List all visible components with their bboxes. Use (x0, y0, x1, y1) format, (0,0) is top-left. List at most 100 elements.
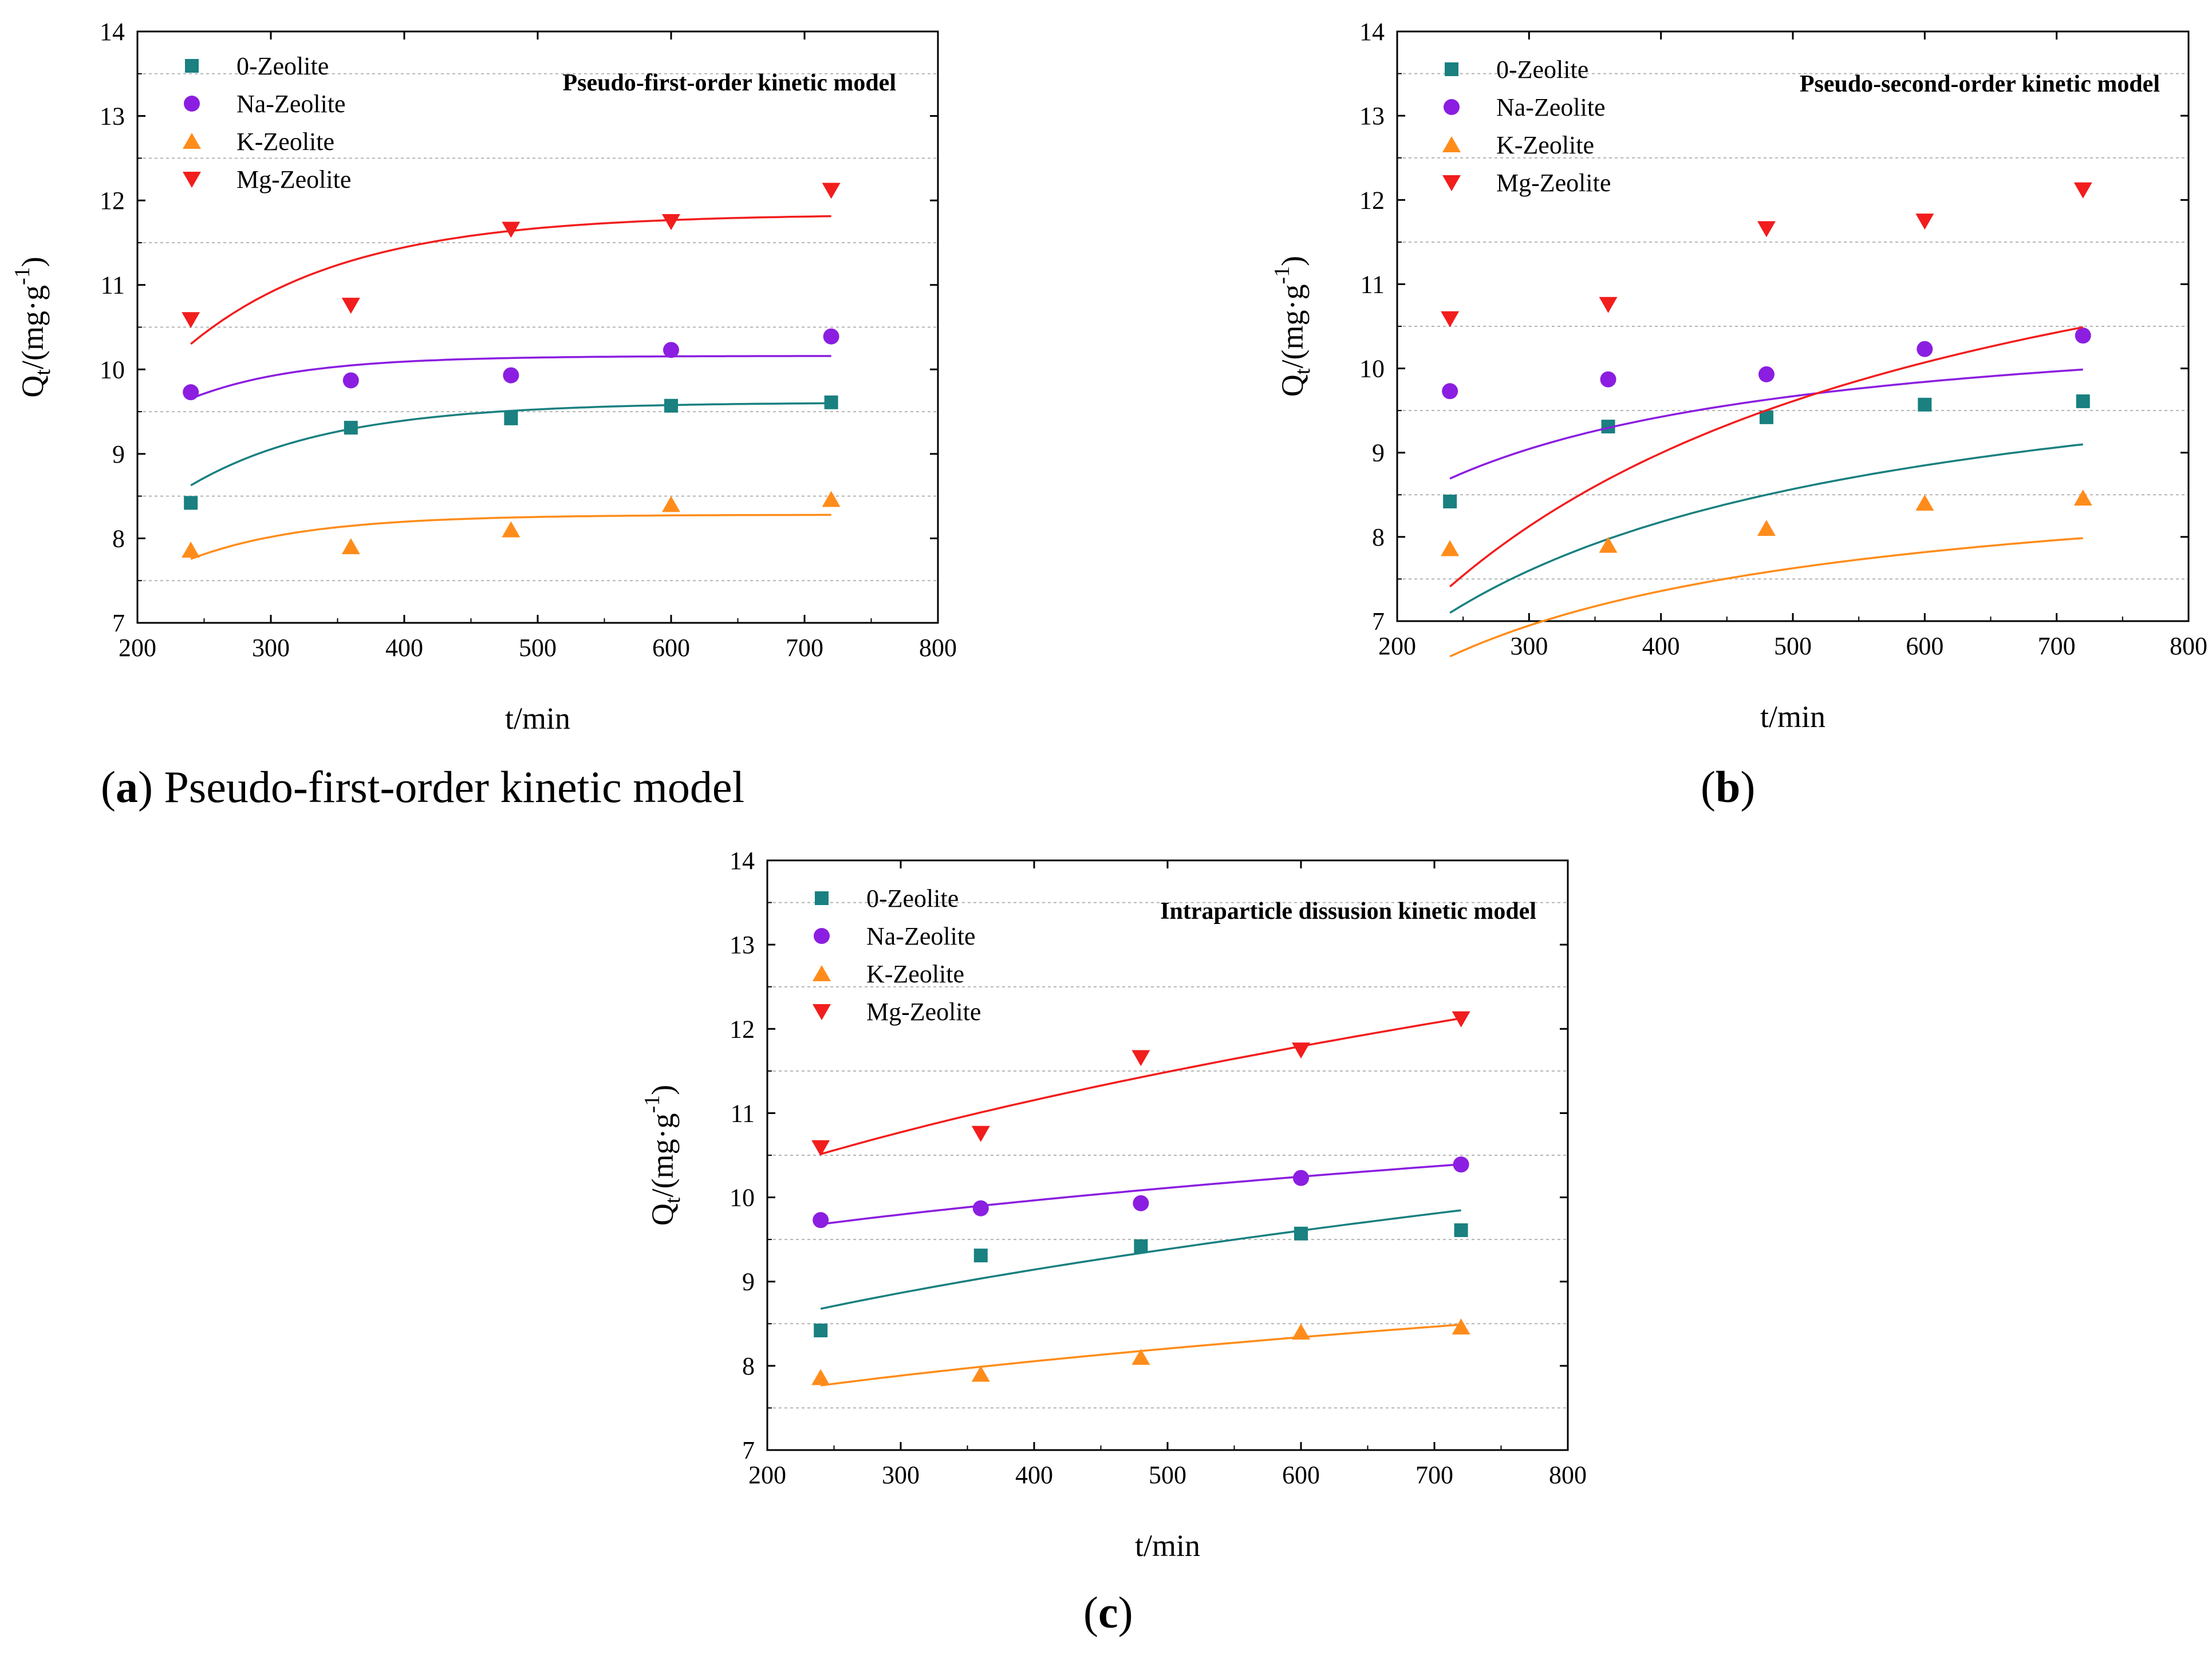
series-mg-zeolite (811, 1011, 1470, 1156)
data-point (973, 1249, 988, 1263)
data-point (1134, 1239, 1148, 1253)
y-tick-label: 13 (100, 102, 125, 131)
data-point (341, 298, 360, 314)
data-point (504, 411, 518, 425)
x-tick-label: 400 (1015, 1461, 1053, 1489)
series-0-zeolite (184, 395, 838, 510)
caption-a-letter: a (115, 762, 138, 812)
fit-curve (820, 1209, 1461, 1310)
fit-curve (1449, 368, 2083, 480)
y-tick-label: 11 (731, 1099, 755, 1127)
y-axis-label-close: ) (645, 1085, 680, 1095)
data-point (811, 1369, 830, 1385)
y-tick-label: 12 (730, 1015, 755, 1043)
data-point (1918, 397, 1932, 412)
series-0-zeolite (1443, 394, 2090, 614)
data-point (1454, 1223, 1468, 1237)
legend-label: 0-Zeolite (1496, 56, 1588, 84)
data-point (344, 421, 358, 435)
legend-marker (814, 928, 830, 944)
chart-a: 200 300 400 500 600 700 800 7 8 9 10 11 12 13 14 t/min Q… (10, 18, 957, 736)
y-axis-label-sub: t (1291, 368, 1315, 374)
fit-curve (1449, 443, 2083, 614)
series-k-zeolite (182, 491, 841, 560)
x-tick-label: 300 (252, 634, 290, 662)
y-axis-label-close: ) (1275, 256, 1310, 266)
legend-marker (183, 172, 201, 188)
x-tick-label: 200 (119, 634, 156, 662)
chart-title: Pseudo-second-order kinetic model (1800, 71, 2160, 97)
y-tick-label: 14 (1359, 18, 1385, 46)
data-point (971, 1365, 990, 1382)
data-point (342, 372, 359, 389)
data-point (1757, 221, 1776, 238)
caption-a: (a) Pseudo-first-order kinetic model (101, 762, 745, 812)
chart-b: 200 300 400 500 600 700 800 7 8 9 10 11 12 13 14 t/min Q… (1270, 18, 2207, 734)
chart-c: 200 300 400 500 600 700 800 7 8 9 10 11 12 13 14 t/min Q… (640, 847, 1587, 1563)
legend-marker (815, 891, 829, 905)
y-axis-label-unit: /(mg·g (1275, 285, 1310, 369)
y-tick-label: 11 (101, 271, 125, 299)
y-tick-label: 9 (112, 440, 125, 468)
y-axis-label-sup: -1 (640, 1095, 664, 1113)
data-point (2073, 489, 2092, 506)
legend-label: K-Zeolite (1496, 131, 1594, 159)
data-point (1131, 1349, 1150, 1365)
legend-label: 0-Zeolite (236, 52, 329, 80)
data-point (1599, 536, 1618, 553)
data-point (1292, 1324, 1310, 1340)
data-point (2073, 182, 2092, 199)
chart-title: Pseudo-first-order kinetic model (563, 70, 896, 96)
legend-marker (184, 96, 200, 112)
x-tick-label: 400 (385, 634, 423, 662)
data-point (502, 521, 521, 538)
x-tick-label: 200 (748, 1461, 786, 1489)
data-point (1293, 1170, 1309, 1186)
y-tick-label: 11 (1361, 270, 1385, 298)
y-tick-label: 8 (1372, 523, 1385, 551)
series-mg-zeolite (1441, 182, 2092, 588)
data-point (1133, 1195, 1149, 1211)
y-axis-label-sub: t (31, 369, 55, 376)
fit-curve (190, 355, 831, 400)
data-point (1600, 371, 1616, 388)
legend-label: Na-Zeolite (236, 90, 346, 118)
legend-marker (1445, 62, 1458, 76)
x-tick-label: 600 (1906, 632, 1943, 660)
data-point (1915, 214, 1934, 230)
caption-b-letter: b (1715, 762, 1741, 812)
y-tick-label: 13 (730, 931, 755, 959)
x-tick-label: 700 (1415, 1461, 1453, 1489)
y-tick-label: 10 (1359, 355, 1385, 383)
data-point (1442, 383, 1458, 400)
legend-marker (185, 59, 199, 73)
legend-marker (813, 1004, 831, 1020)
y-axis-label: Qt/(mg·g-1) (1270, 256, 1315, 397)
data-point (1452, 1011, 1470, 1028)
series-na-zeolite (1442, 327, 2091, 480)
caption-c-letter: c (1098, 1587, 1118, 1637)
data-point (182, 542, 200, 558)
legend-marker (183, 133, 201, 149)
data-point (824, 395, 838, 409)
data-point (663, 342, 679, 358)
x-tick-label: 800 (2170, 632, 2207, 660)
legend-marker (1444, 99, 1460, 115)
y-tick-label: 10 (100, 356, 125, 384)
x-tick-label: 300 (1510, 632, 1548, 660)
x-tick-label: 600 (1282, 1461, 1320, 1489)
data-point (184, 496, 198, 510)
y-axis-label-sup: -1 (1270, 266, 1294, 285)
data-point (2076, 394, 2090, 408)
data-point (811, 1140, 830, 1156)
x-axis-label: t/min (1135, 1528, 1200, 1563)
x-tick-label: 500 (1149, 1461, 1186, 1489)
legend-marker (1442, 175, 1461, 191)
data-point (1443, 495, 1457, 509)
y-axis-label: Qt/(mg·g-1) (10, 256, 55, 397)
y-axis-label-unit: /(mg·g (645, 1113, 680, 1198)
y-axis-label-main: Q (1275, 374, 1310, 397)
y-axis-label-sub: t (661, 1197, 685, 1203)
data-point (1452, 1318, 1470, 1335)
fit-curve (820, 1163, 1461, 1226)
